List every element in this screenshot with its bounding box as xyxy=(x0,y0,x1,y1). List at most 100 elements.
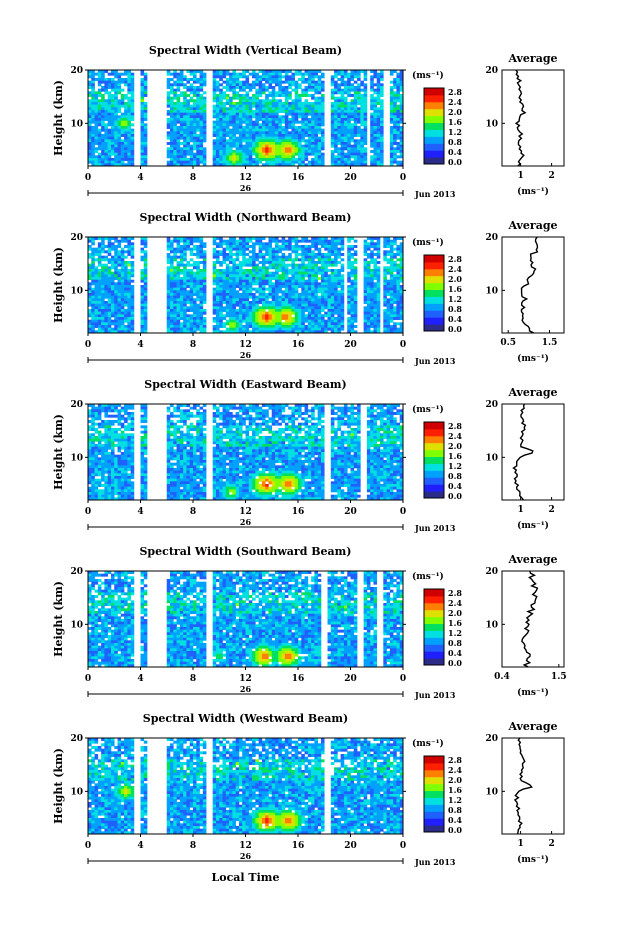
heatmap-cell xyxy=(176,298,181,302)
heatmap-cell xyxy=(215,237,220,240)
heatmap-cell xyxy=(389,120,394,124)
heatmap-cell xyxy=(307,86,312,89)
heatmap-cell xyxy=(376,118,381,121)
heatmap-cell xyxy=(215,250,220,254)
heatmap-cell xyxy=(235,242,240,246)
heatmap-cell xyxy=(248,86,253,89)
heatmap-cell xyxy=(278,287,282,291)
colorbar-tick-label: 1.2 xyxy=(448,127,462,137)
heatmap-cell xyxy=(91,112,95,116)
heatmap-cell xyxy=(271,322,276,326)
heatmap-cell xyxy=(373,118,378,121)
heatmap-cell xyxy=(229,99,233,103)
heatmap-cell xyxy=(258,282,263,286)
heatmap-cell xyxy=(281,237,286,240)
heatmap-cell xyxy=(275,271,279,275)
heatmap-cell xyxy=(304,253,309,256)
heatmap-cell xyxy=(281,301,286,304)
heatmap-cell xyxy=(320,112,325,116)
heatmap-cell xyxy=(248,277,253,280)
heatmap-cell xyxy=(288,317,292,320)
heatmap-cell xyxy=(166,118,171,121)
heatmap-cell xyxy=(284,290,289,294)
heatmap-cell xyxy=(143,128,148,132)
heatmap-cell xyxy=(307,309,312,312)
heatmap-cell xyxy=(255,274,259,278)
heatmap-cell xyxy=(193,99,197,103)
heatmap-cell xyxy=(176,118,181,121)
heatmap-cell xyxy=(120,261,125,264)
heatmap-cell xyxy=(350,99,355,103)
heatmap-cell xyxy=(278,330,282,334)
heatmap-cell xyxy=(124,319,128,323)
heatmap-cell xyxy=(334,123,338,127)
heatmap-cell xyxy=(124,83,128,87)
heatmap-cell xyxy=(311,325,315,328)
heatmap-cell xyxy=(104,163,108,167)
heatmap-cell xyxy=(389,139,394,143)
heatmap-cell xyxy=(193,306,197,310)
heatmap-cell xyxy=(242,158,246,161)
heatmap-cell xyxy=(311,317,315,320)
heatmap-cell xyxy=(298,112,302,116)
heatmap-cell xyxy=(225,311,230,315)
heatmap-cell xyxy=(130,250,135,254)
heatmap-cell xyxy=(143,78,148,81)
heatmap-cell xyxy=(271,107,276,111)
heatmap-cell xyxy=(252,112,256,116)
heatmap-cell xyxy=(225,309,230,312)
heatmap-cell xyxy=(311,80,315,84)
heatmap-cell xyxy=(186,298,191,302)
heatmap-cell xyxy=(238,298,243,302)
heatmap-cell xyxy=(298,94,302,97)
heatmap-cell xyxy=(281,107,286,111)
heatmap-cell xyxy=(170,107,174,111)
heatmap-cell xyxy=(248,263,253,267)
heatmap-cell xyxy=(255,131,259,135)
heatmap-cell xyxy=(370,115,374,119)
heatmap-cell xyxy=(176,301,181,304)
heatmap-cell xyxy=(353,88,358,92)
heatmap-cell xyxy=(350,128,355,132)
heatmap-cell xyxy=(294,322,299,326)
heatmap-cell xyxy=(242,309,246,312)
heatmap-cell xyxy=(380,134,384,137)
heatmap-cell xyxy=(229,123,233,127)
heatmap-cell xyxy=(330,104,335,108)
heatmap-cell xyxy=(301,104,305,108)
heatmap-cell xyxy=(275,250,279,254)
heatmap-cell xyxy=(189,314,194,318)
heatmap-cell xyxy=(248,115,253,119)
heatmap-cell xyxy=(179,309,184,312)
heatmap-cell xyxy=(104,266,108,270)
heatmap-cell xyxy=(363,118,368,121)
heatmap-cell xyxy=(268,325,273,328)
heatmap-cell xyxy=(199,152,204,156)
heatmap-cell xyxy=(268,242,273,246)
heatmap-cell xyxy=(219,139,223,143)
heatmap-cell xyxy=(189,139,194,143)
heatmap-cell xyxy=(340,311,345,315)
heatmap-cell xyxy=(107,266,112,270)
heatmap-cell xyxy=(327,301,332,304)
heatmap-cell xyxy=(363,147,368,151)
heatmap-cell xyxy=(232,317,236,320)
heatmap-cell xyxy=(248,163,253,167)
heatmap-cell xyxy=(94,107,99,111)
heatmap-cell xyxy=(311,293,315,296)
heatmap-cell xyxy=(170,96,174,100)
heatmap-cell xyxy=(170,271,174,275)
heatmap-cell xyxy=(238,274,243,278)
heatmap-cell xyxy=(320,314,325,318)
heatmap-cell xyxy=(255,317,259,320)
heatmap-cell xyxy=(396,144,401,148)
heatmap-cell xyxy=(212,158,217,161)
heatmap-cell xyxy=(225,99,230,103)
heatmap-cell xyxy=(301,107,305,111)
heatmap-cell xyxy=(199,322,204,326)
heatmap-cell xyxy=(88,131,92,135)
heatmap-cell xyxy=(258,239,263,243)
heatmap-cell xyxy=(314,266,318,270)
heatmap-cell xyxy=(143,245,148,248)
heatmap-cell xyxy=(268,110,273,113)
